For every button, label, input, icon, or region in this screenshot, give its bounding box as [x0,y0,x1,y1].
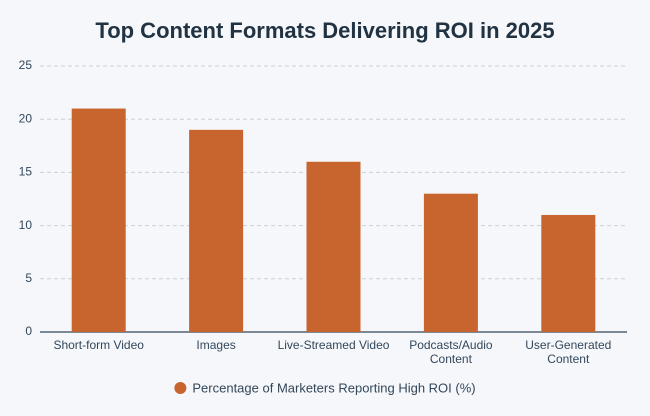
legend: Percentage of Marketers Reporting High R… [174,380,476,395]
y-tick-label: 5 [25,271,32,285]
x-tick-label: Podcasts/Audio Content [409,338,493,366]
bar [541,214,596,332]
y-tick-label: 25 [19,58,33,72]
x-tick-label: User-Generated Content [525,338,611,366]
legend-marker [174,382,187,394]
y-tick-label: 0 [25,324,32,338]
y-tick-label: 15 [19,165,33,179]
x-tick-label: Images [196,338,235,352]
x-tick-label: Live-Streamed Video [278,338,390,352]
bar [423,193,478,332]
legend-label: Percentage of Marketers Reporting High R… [192,380,475,395]
y-tick-label: 10 [19,218,33,232]
x-tick-label: Short-form Video [53,338,144,352]
bar [71,108,126,332]
y-tick-label: 20 [19,111,33,125]
bar [306,161,361,332]
chart-title: Top Content Formats Delivering ROI in 20… [95,18,554,43]
bar [189,129,244,332]
